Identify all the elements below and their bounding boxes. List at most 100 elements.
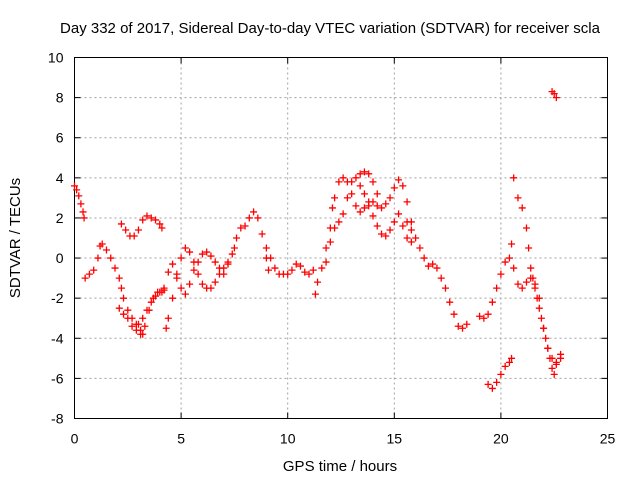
y-tick-label: -8 [51,411,64,427]
data-point [416,244,424,252]
x-axis-label: GPS time / hours [283,458,397,475]
data-point [339,174,347,182]
data-point [111,264,119,272]
data-point [271,264,279,272]
data-point [403,198,411,206]
data-point [162,324,170,332]
data-point [124,314,132,322]
data-series [311,174,347,298]
data-point [158,224,166,232]
data-series [476,254,513,322]
plot-frame [74,57,608,419]
x-tick-label: 10 [280,431,296,447]
data-series [548,88,560,102]
data-point [395,176,403,184]
data-point [117,220,125,228]
y-tick-label: -6 [51,370,64,386]
data-point [356,170,364,178]
data-point [505,358,513,366]
data-series [510,264,565,366]
data-point [365,202,373,210]
data-point [518,204,526,212]
data-point [117,284,125,292]
data-point [476,312,484,320]
data-point [508,354,516,362]
data-point [450,310,458,318]
data-point [265,266,273,274]
data-point [220,270,228,278]
data-point [177,284,185,292]
data-point [115,304,123,312]
data-point [90,266,98,274]
data-point [548,364,556,372]
data-point [79,208,87,216]
y-tick-label: 2 [56,210,64,226]
data-point [537,314,545,322]
data-point [518,284,526,292]
data-point [369,178,377,186]
data-point [267,254,275,262]
data-point [164,314,172,322]
data-point [527,274,535,282]
x-tick-label: 5 [177,431,185,447]
data-point [356,208,364,216]
data-point [207,252,215,260]
data-point [382,200,390,208]
data-point [484,380,492,388]
data-point [203,248,211,256]
data-series [71,182,88,222]
data-point [237,224,245,232]
data-point [258,230,266,238]
y-tick-label: 4 [56,170,64,186]
data-point [510,174,518,182]
data-point [122,226,130,234]
data-point [373,222,381,230]
data-point [378,204,386,212]
data-point [115,274,123,282]
data-point [493,378,501,386]
data-point [230,244,238,252]
data-point [403,218,411,226]
data-point [102,246,110,254]
data-point [296,262,304,270]
data-point [510,264,518,272]
y-tick-label: 0 [56,250,64,266]
data-point [335,178,343,186]
data-point [224,260,232,268]
data-point [331,194,339,202]
data-point [508,240,516,248]
data-point [535,294,543,302]
data-point [134,226,142,234]
data-point [137,330,145,338]
data-point [147,298,155,306]
data-point [120,310,128,318]
data-point [493,284,501,292]
data-point [331,224,339,232]
data-point [143,212,151,220]
data-point [369,212,377,220]
data-point [360,190,368,198]
data-points [71,88,565,392]
data-series [117,212,166,240]
data-point [81,274,89,282]
data-point [522,224,530,232]
data-point [412,234,420,242]
data-point [194,270,202,278]
data-series [403,218,471,332]
data-point [335,218,343,226]
data-point [311,290,319,298]
data-point [177,254,185,262]
data-point [143,306,151,314]
data-point [322,258,330,266]
data-point [241,222,249,230]
data-point [169,260,177,268]
data-point [71,182,78,190]
x-tick-label: 0 [71,431,79,447]
data-point [484,310,492,318]
x-tick-label: 25 [600,431,616,447]
data-point [424,262,432,270]
data-point [309,266,317,274]
data-series [134,288,164,328]
data-point [181,290,189,298]
data-point [233,234,241,242]
